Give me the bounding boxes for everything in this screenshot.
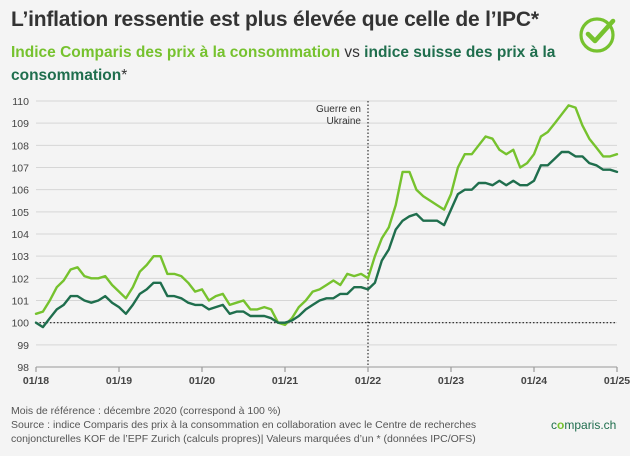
x-tick-label: 01/20 — [189, 375, 215, 387]
y-tick-label: 108 — [11, 140, 29, 152]
y-tick-label: 98 — [17, 362, 29, 374]
y-tick-label: 102 — [11, 273, 29, 285]
reference-note: Mois de référence : décembre 2020 (corre… — [11, 405, 281, 417]
subtitle-asterisk: * — [121, 67, 128, 84]
y-tick-label: 104 — [11, 229, 29, 241]
x-tick-label: 01/18 — [23, 375, 49, 387]
y-tick-label: 105 — [11, 207, 29, 219]
y-tick-label: 100 — [11, 318, 29, 330]
series-line-ipc — [34, 150, 619, 329]
series-line-comparis — [34, 104, 619, 327]
x-tick-label: 01/25 — [604, 375, 630, 387]
y-tick-label: 109 — [11, 118, 29, 130]
y-tick-label: 110 — [12, 96, 29, 108]
subtitle-ipc: indice suisse des prix à la consommation — [11, 44, 556, 84]
subtitle-vs: vs — [340, 44, 365, 61]
check-circle-icon — [579, 17, 616, 53]
subtitle-comparis: Indice Comparis des prix à la consommati… — [11, 44, 341, 61]
line-chart: 98 99 100 101 102 103 104 105 106 107 108 109 110 01/… — [11, 96, 630, 387]
chart-subtitle: Indice Comparis des prix à la consommati… — [11, 41, 571, 87]
x-tick-label: 01/19 — [106, 375, 132, 387]
y-tick-label: 99 — [17, 340, 29, 352]
y-tick-label: 103 — [11, 251, 29, 263]
y-tick-label: 106 — [11, 185, 29, 197]
comparis-logo: comparis.ch — [551, 418, 617, 432]
y-tick-label: 101 — [11, 296, 29, 308]
annotation-text: Ukraine — [327, 116, 362, 127]
x-tick-label: 01/21 — [272, 375, 298, 387]
y-tick-label: 107 — [11, 163, 29, 175]
x-tick-label: 01/22 — [355, 375, 381, 387]
annotation-text: Guerre en — [316, 104, 361, 115]
source-note: Source : indice Comparis des prix à la c… — [11, 419, 477, 445]
x-tick-label: 01/24 — [521, 375, 547, 387]
x-tick-label: 01/23 — [438, 375, 464, 387]
chart-title: L’inflation ressentie est plus élevée qu… — [11, 8, 539, 31]
